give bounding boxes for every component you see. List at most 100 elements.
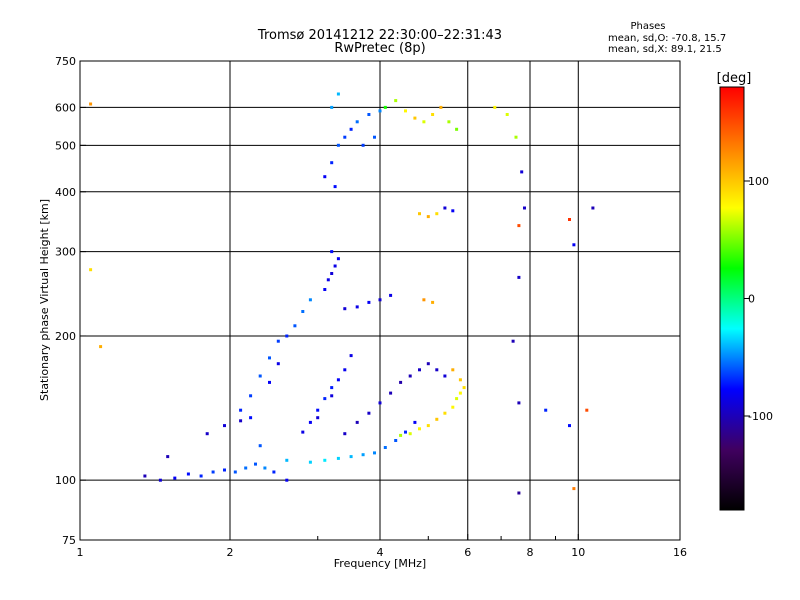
data-point [326,278,330,282]
data-point [263,466,267,470]
data-point [568,218,571,221]
data-points [89,92,595,495]
data-point [308,298,312,302]
data-point [585,408,589,412]
data-point [323,458,327,462]
data-point [211,470,215,474]
data-point [336,257,340,261]
data-point [447,120,451,124]
data-point [413,116,417,120]
data-point [443,411,447,415]
data-point [439,105,443,109]
data-point [272,470,276,474]
data-point [239,419,243,423]
data-point [517,224,521,228]
y-tick-label: 600 [55,101,76,114]
data-point [258,374,262,378]
x-axis-ticks: 1 2 4 6 8 10 16 [77,534,687,559]
data-point [572,243,576,247]
data-point [316,408,320,412]
data-point [343,307,347,311]
data-point [544,408,548,412]
data-point [367,411,371,415]
data-point [422,298,426,302]
chart-title: Tromsø 20141212 22:30:00–22:31:43 [257,28,503,43]
data-point [451,209,455,213]
data-point [330,394,334,398]
data-point [389,391,393,395]
data-point [293,324,297,328]
data-point [361,453,365,457]
data-point [301,310,305,313]
data-point [435,212,439,216]
data-point [249,416,253,420]
data-point [517,275,521,279]
data-point [166,455,170,459]
data-point [399,380,403,384]
data-point [268,356,271,360]
data-point [285,334,289,338]
y-tick-label: 200 [55,330,76,343]
data-point [361,143,365,147]
colorbar [719,86,745,511]
data-point [408,432,412,436]
data-point [435,417,439,421]
data-point [316,416,320,420]
data-point [517,491,521,495]
data-point [443,206,447,210]
data-point [413,420,417,424]
data-point [355,305,359,309]
data-point [514,135,518,139]
data-point [367,113,371,116]
data-point [173,476,177,480]
data-point [435,368,439,372]
data-point [343,432,347,436]
data-point [378,298,382,302]
y-tick-label: 100 [55,474,76,487]
data-point [330,272,334,275]
data-point [258,444,262,448]
data-point [523,206,526,210]
data-point [591,206,595,210]
data-point [426,362,430,366]
data-point [285,478,289,482]
data-point [399,433,403,437]
data-point [323,397,327,401]
data-point [330,105,334,109]
data-point [458,391,462,395]
y-axis-ticks: 75 100 200 300 400 500 600 750 [55,55,86,547]
data-point [239,408,243,412]
x-axis-label: Frequency [MHz] [334,557,426,570]
data-point [408,374,412,378]
data-point [373,135,376,139]
data-point [343,368,347,372]
colorbar-ticks: 100 0 -100 [744,175,773,423]
colorbar-tick-label: -100 [748,410,773,423]
data-point [158,478,162,482]
data-point [349,455,353,459]
data-point [404,109,407,113]
x-tick-label: 10 [571,546,585,559]
data-point [404,430,407,434]
x-tick-label: 2 [227,546,234,559]
grid-lines [80,61,680,540]
data-point [378,109,382,113]
y-tick-label: 750 [55,55,76,68]
x-tick-label: 6 [464,546,471,559]
data-point [301,430,305,434]
data-point [336,378,340,382]
data-point [443,374,447,378]
data-point [254,462,257,466]
data-point [268,380,271,384]
data-point [308,460,312,464]
phases-o-mode-stats: mean, sd,O: -70.8, 15.7 [608,33,727,44]
data-point [205,432,209,436]
data-point [330,250,334,254]
data-point [276,362,280,366]
data-point [89,268,93,272]
data-point [186,472,190,476]
data-point [378,401,382,405]
data-point [199,474,203,478]
data-point [323,288,327,291]
